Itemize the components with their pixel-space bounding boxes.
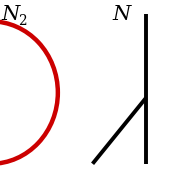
Text: N: N: [2, 5, 20, 24]
Text: 2: 2: [18, 14, 26, 28]
Text: N: N: [112, 5, 130, 24]
